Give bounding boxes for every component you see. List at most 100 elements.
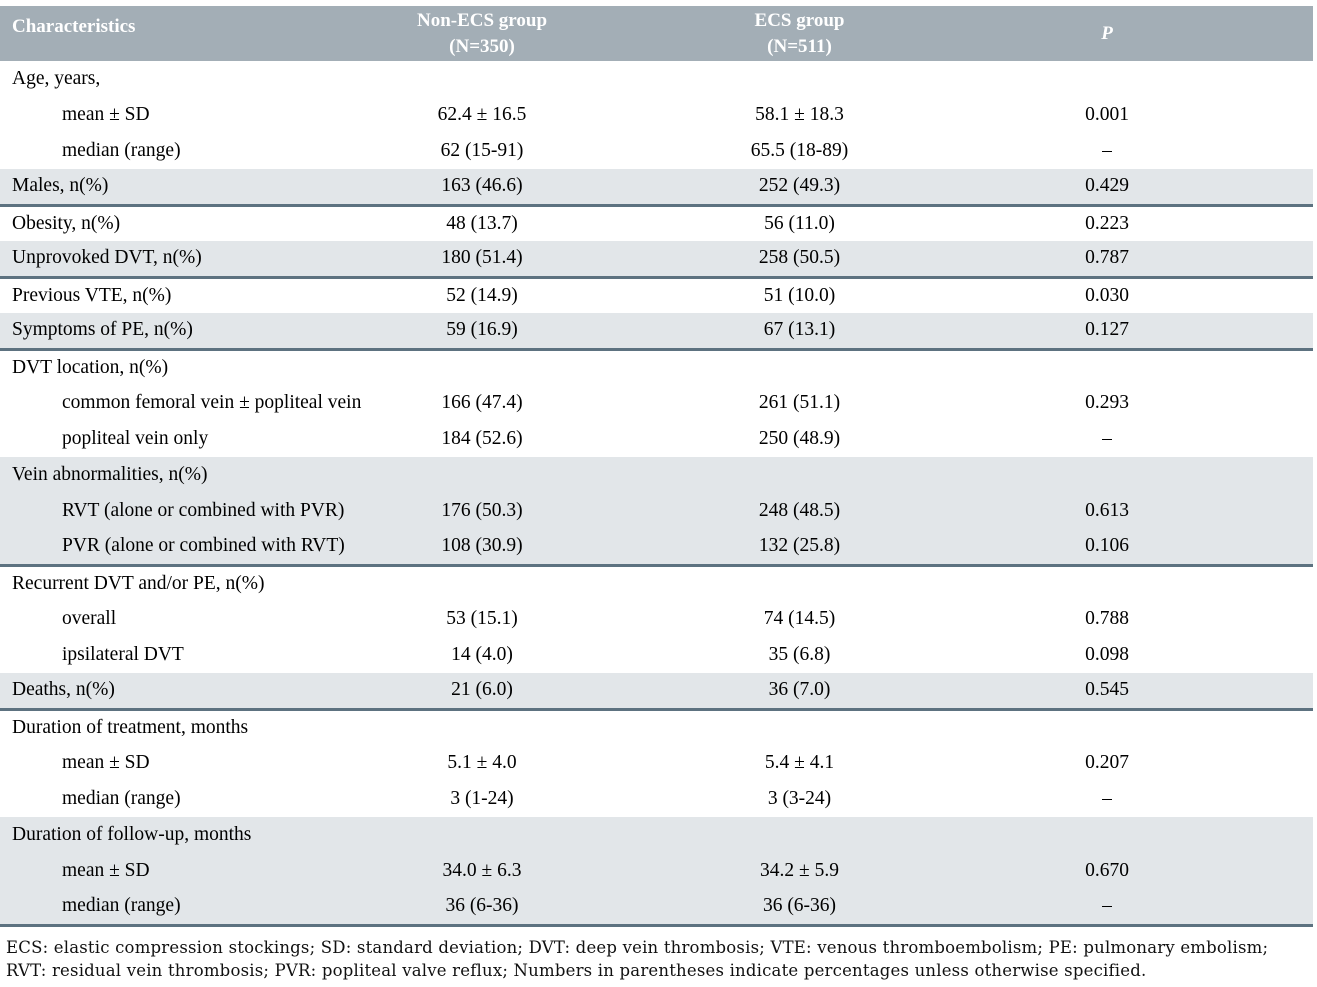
cell-p-value: – xyxy=(997,889,1217,927)
cell-ecs-value: 67 (13.1) xyxy=(602,313,997,351)
cell-non-ecs-value xyxy=(362,457,602,493)
cell-p-value xyxy=(997,349,1217,385)
cell-characteristic: Age, years, xyxy=(12,68,101,89)
table-row: Deaths, n(%) 21 (6.0) 36 (7.0) 0.545 xyxy=(0,673,1313,711)
cell-non-ecs-value: 3 (1-24) xyxy=(450,788,514,809)
cell-characteristic: Unprovoked DVT, n(%) xyxy=(0,241,362,279)
cell-characteristic: popliteal vein only xyxy=(62,428,209,449)
cell-characteristic: Previous VTE, n(%) xyxy=(12,284,172,306)
cell-characteristic: mean ± SD xyxy=(62,860,150,881)
cell-characteristic: common femoral vein ± popliteal vein xyxy=(62,392,362,413)
table-row: Vein abnormalities, n(%) xyxy=(0,457,1313,493)
cell-filler xyxy=(1217,709,1313,745)
cell-characteristic: Obesity, n(%) xyxy=(12,212,121,234)
table-row: RVT (alone or combined with PVR) 176 (50.… xyxy=(0,493,1313,529)
cell-non-ecs-value: 52 (14.9) xyxy=(446,284,518,306)
table-row: Duration of treatment, months xyxy=(0,709,1313,745)
table-row: mean ± SD 34.0 ± 6.3 34.2 ± 5.9 0.670 xyxy=(0,853,1313,889)
cell-characteristic: Deaths, n(%) xyxy=(0,673,362,711)
cell-ecs-value xyxy=(602,349,997,385)
table-row: Obesity, n(%) 48 (13.7) 56 (11.0) 0.223 xyxy=(0,205,1313,241)
cell-p-value: – xyxy=(1102,788,1112,809)
cell-non-ecs-value: 36 (6-36) xyxy=(362,889,602,927)
cell-filler xyxy=(1217,529,1313,567)
cell-filler xyxy=(1217,853,1313,889)
cell-characteristic: Recurrent DVT and/or PE, n(%) xyxy=(12,572,265,594)
cell-filler xyxy=(1217,601,1313,637)
table-header: Characteristics Non-ECS group (N=350) EC… xyxy=(0,6,1313,61)
cell-ecs-value: 248 (48.5) xyxy=(758,500,841,521)
cell-characteristic: mean ± SD xyxy=(62,104,150,125)
cell-filler xyxy=(1217,349,1313,385)
cell-non-ecs-value: 176 (50.3) xyxy=(441,500,523,521)
table-body: Age, years, mean ± SD 62.4 ± 16.5 58.1 ± 18… xyxy=(0,61,1313,927)
cell-p-value: 0.787 xyxy=(997,241,1217,279)
cell-filler xyxy=(1217,745,1313,781)
cell-characteristic: PVR (alone or combined with RVT) xyxy=(0,529,362,567)
cell-ecs-value: 74 (14.5) xyxy=(763,608,836,629)
cell-non-ecs-value xyxy=(362,61,602,97)
cell-characteristic: median (range) xyxy=(62,140,181,161)
cell-p-value: 0.293 xyxy=(1085,392,1129,413)
cell-p-value: 0.106 xyxy=(997,529,1217,567)
cell-non-ecs-value: 34.0 ± 6.3 xyxy=(442,860,522,881)
table-row: Recurrent DVT and/or PE, n(%) xyxy=(0,565,1313,601)
table-row: Age, years, xyxy=(0,61,1313,97)
cell-p-value: 0.098 xyxy=(1085,644,1129,665)
header-row: Characteristics Non-ECS group (N=350) EC… xyxy=(0,6,1313,61)
cell-p-value xyxy=(997,817,1217,853)
cell-filler xyxy=(1217,133,1313,169)
table-row: overall 53 (15.1) 74 (14.5) 0.788 xyxy=(0,601,1313,637)
cell-characteristic: Duration of treatment, months xyxy=(12,716,249,738)
cell-ecs-value: 34.2 ± 5.9 xyxy=(760,860,839,881)
cell-ecs-value: 3 (3-24) xyxy=(767,788,832,809)
header-ecs-group: ECS group (N=511) xyxy=(602,6,997,61)
cell-characteristic: ipsilateral DVT xyxy=(62,644,184,665)
cell-characteristic: DVT location, n(%) xyxy=(12,356,169,378)
cell-p-value: – xyxy=(1102,140,1112,161)
cell-filler xyxy=(1217,565,1313,601)
cell-non-ecs-value xyxy=(362,565,602,601)
cell-filler xyxy=(1217,781,1313,817)
cell-ecs-value: 5.4 ± 4.1 xyxy=(764,752,835,773)
cell-non-ecs-value: 62.4 ± 16.5 xyxy=(437,104,527,125)
cell-characteristic: mean ± SD xyxy=(62,752,150,773)
cell-filler xyxy=(1217,205,1313,241)
header-non-ecs-line1: Non-ECS group xyxy=(416,9,548,31)
cell-non-ecs-value: 166 (47.4) xyxy=(441,392,523,413)
cell-ecs-value xyxy=(602,61,997,97)
header-p-label: P xyxy=(1101,22,1113,44)
cell-filler xyxy=(1217,457,1313,493)
cell-p-value: 0.670 xyxy=(1085,860,1129,881)
cell-ecs-value: 36 (7.0) xyxy=(602,673,997,711)
cell-ecs-value: 35 (6.8) xyxy=(768,644,831,665)
cell-non-ecs-value: 184 (52.6) xyxy=(441,428,523,449)
cell-p-value xyxy=(997,709,1217,745)
table-row: mean ± SD 5.1 ± 4.0 5.4 ± 4.1 0.207 xyxy=(0,745,1313,781)
cell-p-value: 0.030 xyxy=(1085,284,1129,306)
cell-characteristic: median (range) xyxy=(0,889,362,927)
cell-filler xyxy=(1217,169,1313,207)
cell-p-value: 0.223 xyxy=(1085,212,1129,234)
cell-ecs-value: 65.5 (18-89) xyxy=(750,140,849,161)
cell-non-ecs-value xyxy=(362,709,602,745)
header-filler xyxy=(1217,6,1313,61)
cell-ecs-value xyxy=(602,565,997,601)
cell-non-ecs-value: 21 (6.0) xyxy=(362,673,602,711)
cell-ecs-value xyxy=(602,709,997,745)
header-ecs-line2: (N=511) xyxy=(767,35,832,57)
table-row: DVT location, n(%) xyxy=(0,349,1313,385)
cell-p-value: 0.207 xyxy=(1085,752,1129,773)
cell-ecs-value xyxy=(602,457,997,493)
cell-p-value: 0.613 xyxy=(1085,500,1129,521)
cell-non-ecs-value: 14 (4.0) xyxy=(451,644,513,665)
cell-ecs-value: 258 (50.5) xyxy=(602,241,997,279)
cell-p-value: 0.429 xyxy=(997,169,1217,207)
cell-non-ecs-value: 180 (51.4) xyxy=(362,241,602,279)
cell-ecs-value: 250 (48.9) xyxy=(758,428,841,449)
cell-ecs-value: 261 (51.1) xyxy=(758,392,841,413)
table-row: mean ± SD 62.4 ± 16.5 58.1 ± 18.3 0.001 xyxy=(0,97,1313,133)
cell-ecs-value: 51 (10.0) xyxy=(763,284,836,306)
cell-p-value xyxy=(997,61,1217,97)
